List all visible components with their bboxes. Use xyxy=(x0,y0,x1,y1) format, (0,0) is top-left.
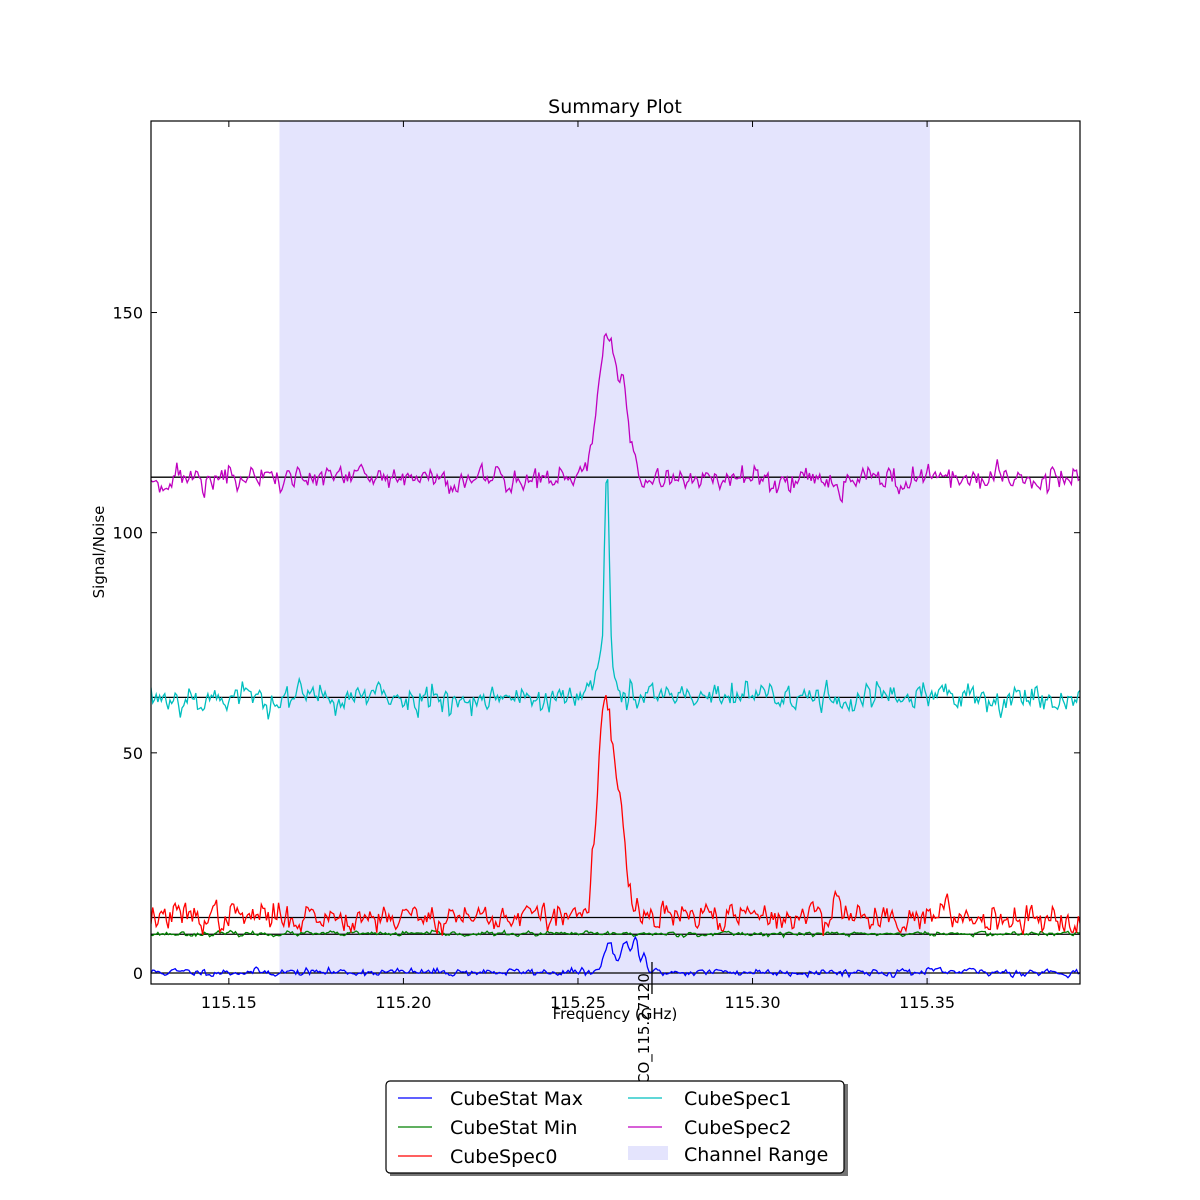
y-tick-label: 150 xyxy=(112,304,143,323)
legend-swatch-channel-range xyxy=(628,1146,668,1160)
chart-title: Summary Plot xyxy=(548,96,682,118)
x-tick-label: 115.15 xyxy=(201,993,257,1012)
series-line-cubestat-min xyxy=(151,929,1080,939)
x-tick-label: 115.25 xyxy=(550,993,606,1012)
y-tick-label: 50 xyxy=(123,744,143,763)
series-line-cubespec0 xyxy=(151,695,1080,936)
plot-frame xyxy=(150,120,1081,985)
legend-label: CubeSpec0 xyxy=(450,1146,557,1168)
y-tick-label: 100 xyxy=(112,524,143,543)
x-tick-label: 115.35 xyxy=(899,993,955,1012)
legend-label: CubeSpec1 xyxy=(684,1088,791,1110)
series-line-cubestat-max xyxy=(151,935,1080,979)
legend-label: CubeSpec2 xyxy=(684,1117,791,1139)
legend: CubeStat Max CubeStat Min CubeSpec0 CubeSpe… xyxy=(385,1080,848,1176)
co-line-marker-label: CO_115.27120 xyxy=(635,973,654,1084)
series-line-cubespec2 xyxy=(151,332,1080,504)
x-tick-label: 115.20 xyxy=(375,993,431,1012)
legend-label: Channel Range xyxy=(684,1144,828,1166)
y-tick-label: 0 xyxy=(133,964,143,983)
legend-label: CubeStat Min xyxy=(450,1117,577,1139)
legend-label: CubeStat Max xyxy=(450,1088,583,1110)
x-tick-label: 115.30 xyxy=(725,993,781,1012)
y-axis-title: Signal/Noise xyxy=(90,506,108,599)
series-line-cubespec1 xyxy=(151,479,1080,720)
x-axis-title: Frequency (GHz) xyxy=(553,1005,678,1023)
